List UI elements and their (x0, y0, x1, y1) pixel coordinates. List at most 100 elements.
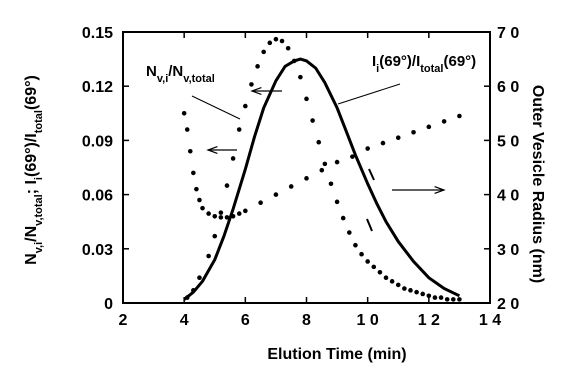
left-axis-title-part-6: i (33, 177, 45, 180)
data-point (279, 38, 285, 44)
ticks-layer: 2 4 6 8 1 0 1 2 1 4 0 0.03 0.06 0.09 0.12 0.15 2 0 3 0… (82, 25, 519, 329)
data-point (371, 264, 377, 270)
data-point (230, 213, 236, 219)
annotation-intensity-ratio-text-main: I (372, 53, 376, 70)
data-point (457, 113, 462, 119)
data-point (389, 279, 395, 284)
data-point (212, 233, 218, 239)
data-point (380, 140, 386, 146)
x-tick-label: 4 (180, 312, 189, 329)
arrow-head (250, 87, 262, 95)
data-point (218, 210, 224, 215)
left-axis-title-part-5: ; I (23, 180, 40, 194)
left-axis-title-part-2: v,i (33, 242, 45, 253)
data-point (316, 139, 322, 145)
data-point (365, 259, 370, 264)
data-point (432, 295, 438, 300)
y-right-tick-label: 3 0 (497, 242, 519, 259)
data-point (249, 82, 254, 87)
data-point (298, 74, 303, 80)
arrow-head (206, 146, 218, 154)
data-point (365, 146, 370, 151)
data-point (395, 135, 401, 140)
y-right-tick-label: 7 0 (497, 25, 519, 42)
y-left-tick-label: 0.03 (82, 242, 113, 259)
annotation-n-ratio-text-main: N (146, 63, 157, 80)
annotation-n-ratio-text-mid: /N (168, 63, 183, 80)
data-point (181, 111, 187, 116)
data-point (236, 127, 242, 132)
data-point (411, 129, 416, 135)
annotation-intensity-ratio-text-end: (69°) (443, 53, 476, 70)
y-right-tick-label: 6 0 (497, 79, 519, 96)
data-point (441, 119, 447, 124)
series-2 (183, 57, 461, 301)
x-tick-label: 1 2 (418, 312, 440, 329)
series-line (183, 57, 461, 301)
data-point (224, 183, 230, 188)
data-point (200, 205, 205, 211)
annotation-intensity-ratio: Ii(69°)/Itotal(69°) (372, 53, 476, 75)
left-axis-title-part-7: (69°)/I (23, 133, 40, 177)
data-point (395, 282, 401, 288)
data-point (457, 297, 462, 302)
data-point (304, 96, 309, 102)
data-point (224, 215, 230, 220)
left-axis-title-part-4: v,total (33, 194, 45, 226)
left-axis-title-part-3: /N (23, 226, 40, 242)
data-point (261, 49, 266, 55)
data-point (197, 275, 202, 281)
annotation-pointer (191, 95, 241, 120)
annotations-layer: Nv,i/Nv,total Ii(69°)/Itotal(69°) (146, 53, 476, 232)
data-point (197, 197, 202, 203)
y-left-tick-label: 0.09 (82, 133, 113, 150)
data-point (206, 253, 211, 259)
data-point (322, 161, 328, 167)
data-point (304, 176, 309, 181)
data-point (184, 127, 190, 132)
annotation-n-ratio-text-sub2: v,total (183, 73, 215, 85)
left-axis-title-part-8: total (33, 110, 45, 133)
data-point (243, 103, 248, 109)
data-point (191, 170, 196, 176)
data-point (243, 208, 248, 214)
data-point (426, 124, 432, 130)
data-point (310, 118, 315, 123)
data-point (273, 192, 279, 197)
left-axis-title-part-9: (69°) (23, 75, 40, 110)
data-point (420, 291, 426, 297)
x-tick-label: 1 0 (357, 312, 379, 329)
data-point (334, 159, 340, 165)
right-axis-title: Outer Vesicle Radius (nm) (529, 85, 546, 283)
y-left-tick-label: 0.15 (82, 25, 113, 42)
data-point (258, 200, 263, 206)
y-left-tick-label: 0.06 (82, 188, 113, 205)
data-point (451, 297, 456, 302)
series-1 (184, 36, 462, 302)
data-point (230, 156, 236, 161)
x-tick-label: 2 (119, 312, 128, 329)
data-point (383, 275, 389, 281)
x-tick-label: 8 (302, 312, 311, 329)
annotation-intensity-ratio-text-sub1: i (376, 63, 379, 75)
data-point (273, 36, 279, 42)
data-point (194, 186, 199, 192)
series-layer (181, 36, 462, 302)
data-point (340, 215, 346, 221)
curve-marker (366, 218, 373, 232)
data-point (414, 289, 419, 295)
x-tick-label: 6 (241, 312, 250, 329)
data-point (408, 288, 413, 293)
data-point (334, 199, 340, 205)
data-point (328, 181, 334, 187)
data-point (206, 211, 211, 216)
left-axis-title: Nv,i/Nv,total; Ii(69°)/Itotal(69°) (23, 75, 45, 265)
data-point (285, 45, 291, 51)
data-point (359, 251, 364, 257)
annotation-n-ratio-text-sub1: v,i (157, 73, 168, 85)
data-point (319, 167, 325, 173)
annotation-n-ratio: Nv,i/Nv,total (146, 63, 215, 85)
series-3 (181, 111, 462, 220)
data-point (402, 286, 407, 291)
data-point (426, 293, 432, 299)
